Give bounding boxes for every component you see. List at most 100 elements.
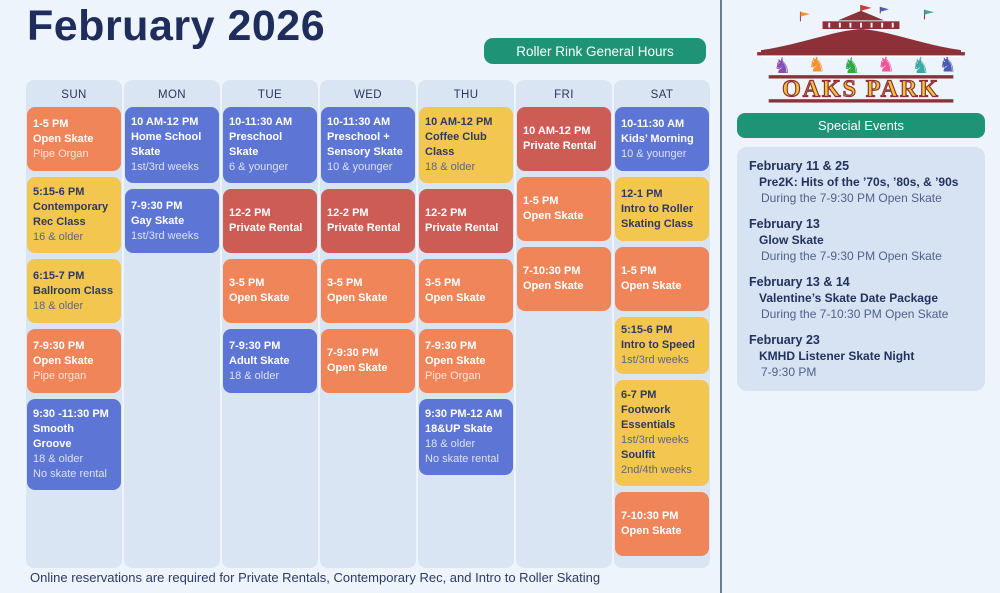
- event-title: Kids’ Morning: [621, 132, 694, 145]
- special-event-name: Valentine’s Skate Date Package: [759, 291, 938, 305]
- special-event-item: February 13 & 14 Valentine’s Skate Date …: [749, 274, 973, 322]
- event-block: 12-2 PM Private Rental: [321, 189, 415, 253]
- event-title: Open Skate: [327, 292, 388, 304]
- svg-text:♞: ♞: [938, 52, 956, 76]
- event-title: 18&UP Skate: [425, 423, 493, 435]
- event-time: 10-11:30 AM: [621, 117, 685, 130]
- logo-text: OAKS PARK: [782, 76, 940, 102]
- event-time: 10-11:30 AM: [229, 116, 293, 128]
- event-time: 12-2 PM: [425, 207, 467, 219]
- event-time: 12-2 PM: [327, 207, 369, 219]
- event-note: 18 & older: [425, 161, 476, 173]
- event-note: 18 & older: [229, 369, 280, 382]
- event-note: Pipe Organ: [33, 147, 89, 160]
- svg-text:♞: ♞: [842, 54, 860, 78]
- event-block: 9:30 -11:30 PM Smooth Groove 18 & older …: [27, 399, 121, 490]
- event-note: 1st/3rd weeks: [621, 434, 689, 446]
- event-note: 2nd/4th weeks: [621, 464, 692, 476]
- special-event-name: Glow Skate: [759, 233, 824, 247]
- day-header-sun: SUN: [61, 89, 87, 101]
- event-time: 5:15-6 PM: [33, 186, 85, 198]
- event-title: Coffee Club Class: [425, 131, 487, 158]
- event-title: Open Skate: [33, 132, 94, 145]
- event-title: Private Rental: [229, 222, 303, 234]
- event-block: 5:15-6 PM Contemporary Rec Class 16 & ol…: [27, 177, 121, 253]
- day-column-tue: TUE 10-11:30 AM Preschool Skate 6 & youn…: [222, 80, 318, 568]
- event-note: No skate rental: [425, 453, 499, 465]
- event-note: No skate rental: [33, 468, 107, 480]
- event-time: 3-5 PM: [327, 277, 363, 289]
- event-time: 5:15-6 PM: [621, 324, 673, 336]
- day-column-fri: FRI 10 AM-12 PM Private Rental 1-5 PM Op…: [516, 80, 612, 568]
- special-events-panel: February 11 & 25 Pre2K: Hits of the ’70s…: [737, 147, 985, 391]
- event-title: Open Skate: [425, 354, 486, 367]
- event-note: 1st/3rd weeks: [131, 229, 199, 242]
- event-title: Open Skate: [621, 525, 682, 537]
- special-event-detail: During the 7-9:30 PM Open Skate: [761, 191, 942, 205]
- event-title: Private Rental: [523, 140, 597, 152]
- event-time: 7-10:30 PM: [621, 510, 679, 522]
- event-title: Adult Skate: [229, 354, 290, 367]
- event-block: 9:30 PM-12 AM 18&UP Skate 18 & older No …: [419, 399, 513, 475]
- event-block: 10 AM-12 PM Home School Skate 1st/3rd we…: [125, 107, 219, 183]
- reservation-note: Online reservations are required for Pri…: [30, 570, 601, 585]
- event-time: 10 AM-12 PM: [425, 116, 493, 128]
- event-block: 10-11:30 AM Preschool Skate 6 & younger: [223, 107, 317, 183]
- roller-rink-general-hours-button[interactable]: Roller Rink General Hours: [484, 38, 706, 64]
- day-events-fri: 10 AM-12 PM Private Rental 1-5 PM Open S…: [516, 107, 612, 311]
- event-time: 7-10:30 PM: [523, 265, 581, 277]
- special-event-date: February 13: [749, 217, 820, 231]
- event-block: 7-9:30 PM Adult Skate 18 & older: [223, 329, 317, 393]
- event-time: 6:15-7 PM: [33, 269, 85, 282]
- event-title: Gay Skate: [131, 214, 185, 227]
- event-block: 12-2 PM Private Rental: [419, 189, 513, 253]
- event-title: Preschool Skate: [229, 131, 283, 158]
- event-note: Pipe Organ: [425, 369, 481, 382]
- event-block: 10-11:30 AM Kids’ Morning 10 & younger: [615, 107, 709, 171]
- event-title: Open Skate: [523, 280, 584, 292]
- event-block: 6-7 PM Footwork Essentials 1st/3rd weeks…: [615, 380, 709, 486]
- svg-text:♞: ♞: [808, 52, 826, 76]
- event-time: 9:30 PM-12 AM: [425, 408, 503, 420]
- day-events-sun: 1-5 PM Open Skate Pipe Organ 5:15-6 PM C…: [26, 107, 122, 490]
- side-panel: ♞ ♞ ♞ ♞ ♞ ♞ OAKS PARK Special Events Feb…: [722, 0, 1000, 593]
- special-event-item: February 23 KMHD Listener Skate Night 7-…: [749, 332, 973, 380]
- svg-text:♞: ♞: [912, 54, 930, 78]
- special-event-item: February 11 & 25 Pre2K: Hits of the ’70s…: [749, 158, 973, 206]
- day-events-wed: 10-11:30 AM Preschool + Sensory Skate 10…: [320, 107, 416, 393]
- svg-text:♞: ♞: [773, 54, 791, 78]
- special-event-name: KMHD Listener Skate Night: [759, 349, 915, 363]
- event-time: 7-9:30 PM: [131, 199, 183, 212]
- event-time: 9:30 -11:30 PM: [33, 408, 109, 420]
- day-column-thu: THU 10 AM-12 PM Coffee Club Class 18 & o…: [418, 80, 514, 568]
- day-events-tue: 10-11:30 AM Preschool Skate 6 & younger …: [222, 107, 318, 393]
- event-block: 10-11:30 AM Preschool + Sensory Skate 10…: [321, 107, 415, 183]
- day-column-mon: MON 10 AM-12 PM Home School Skate 1st/3r…: [124, 80, 220, 568]
- event-time: 1-5 PM: [621, 265, 657, 277]
- event-time: 7-9:30 PM: [229, 339, 281, 352]
- event-title: Intro to Speed: [621, 339, 695, 351]
- event-block: 3-5 PM Open Skate: [223, 259, 317, 323]
- event-time: 3-5 PM: [229, 277, 265, 289]
- svg-text:♞: ♞: [877, 52, 895, 76]
- event-time: 3-5 PM: [425, 277, 461, 289]
- event-title: Private Rental: [327, 222, 401, 234]
- day-events-sat: 10-11:30 AM Kids’ Morning 10 & younger 1…: [614, 107, 710, 556]
- special-event-date: February 13 & 14: [749, 275, 850, 289]
- event-note: 6 & younger: [229, 161, 289, 173]
- day-header-thu: THU: [453, 89, 479, 101]
- event-title: Open Skate: [33, 354, 94, 367]
- event-block: 10 AM-12 PM Coffee Club Class 18 & older: [419, 107, 513, 183]
- event-block: 5:15-6 PM Intro to Speed 1st/3rd weeks: [615, 317, 709, 374]
- event-block: 7-10:30 PM Open Skate: [517, 247, 611, 311]
- special-events-button[interactable]: Special Events: [737, 113, 985, 138]
- day-header-fri: FRI: [554, 89, 574, 101]
- special-event-name: Pre2K: Hits of the ’70s, ’80s, & ’90s: [759, 175, 959, 189]
- event-title: Smooth Groove: [33, 423, 74, 450]
- day-header-mon: MON: [157, 89, 187, 101]
- event-note: 16 & older: [33, 231, 84, 243]
- event-time: 1-5 PM: [33, 117, 69, 130]
- event-block: 7-9:30 PM Open Skate Pipe Organ: [419, 329, 513, 393]
- day-header-sat: SAT: [650, 89, 674, 101]
